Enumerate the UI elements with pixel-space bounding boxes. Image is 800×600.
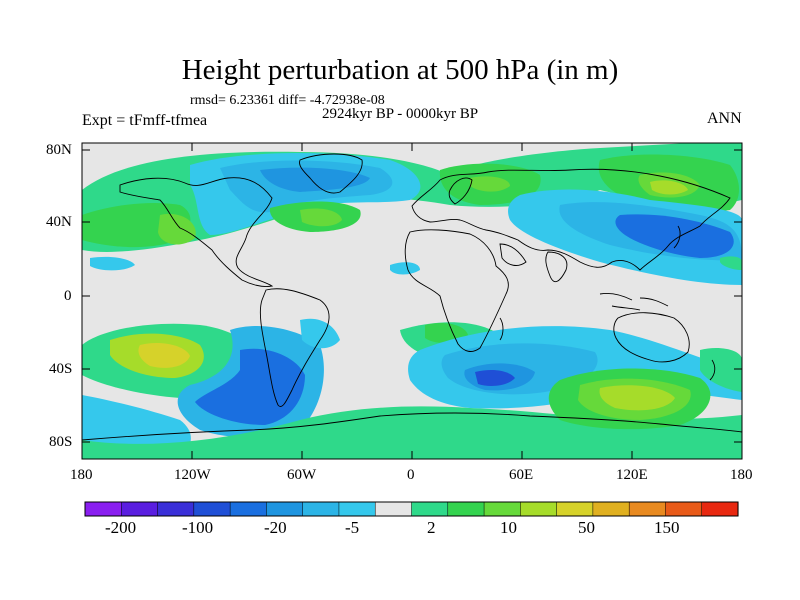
colorbar-swatch (411, 501, 449, 517)
colorbar-swatch (266, 501, 304, 517)
colorbar-swatch (193, 501, 231, 517)
experiment-label: Expt = tFmff-tfmea (82, 112, 208, 129)
axis-ticks (82, 143, 742, 459)
lon-label: 60W (287, 467, 317, 483)
lon-label: 180 (730, 467, 753, 483)
colorbar-swatch (374, 501, 413, 517)
colorbar-label: 2 (427, 518, 436, 537)
colorbar-swatch (121, 501, 159, 517)
colorbar-swatch (483, 501, 521, 517)
colorbar-swatch (701, 501, 739, 517)
coastlines (82, 153, 742, 441)
lon-label: 120W (174, 467, 211, 483)
colorbar-label: -200 (105, 518, 137, 537)
colorbar-swatch (447, 501, 485, 517)
colorbar-swatch (628, 501, 666, 517)
lon-label: 180 (70, 467, 93, 483)
colorbar-label: 10 (500, 518, 517, 537)
colorbar-label: -100 (182, 518, 214, 537)
lon-label: 60E (509, 467, 534, 483)
lat-label: 0 (64, 288, 72, 304)
lat-label: 80N (46, 142, 72, 158)
figure-title: Height perturbation at 500 hPa (in m) (181, 54, 619, 86)
colorbar-swatch (302, 501, 340, 517)
colorbar-label: 150 (654, 518, 680, 537)
colorbar-swatch (157, 501, 195, 517)
rmsd-diff-stats: rmsd= 6.23361 diff= -4.72938e-08 (190, 93, 385, 108)
colorbar-swatch (556, 501, 594, 517)
season-label: ANN (707, 110, 742, 127)
anomaly-field (82, 143, 742, 459)
colorbar-swatch (229, 501, 267, 517)
colorbar-swatch (84, 501, 122, 517)
colorbar-label: -5 (345, 518, 360, 537)
colorbar (84, 501, 739, 517)
time-period: 2924kyr BP - 0000kyr BP (322, 106, 479, 122)
colorbar-swatch (592, 501, 630, 517)
colorbar-swatch (338, 501, 376, 517)
colorbar-swatch (665, 501, 703, 517)
colorbar-label: -20 (264, 518, 287, 537)
lat-label: 40N (46, 214, 72, 230)
lat-label: 40S (49, 361, 73, 377)
colorbar-swatch (520, 501, 558, 517)
lat-label: 80S (49, 434, 73, 450)
lon-label: 0 (407, 467, 415, 483)
colorbar-frame (84, 501, 739, 517)
colorbar-label: 50 (578, 518, 595, 537)
lon-label: 120E (616, 467, 648, 483)
